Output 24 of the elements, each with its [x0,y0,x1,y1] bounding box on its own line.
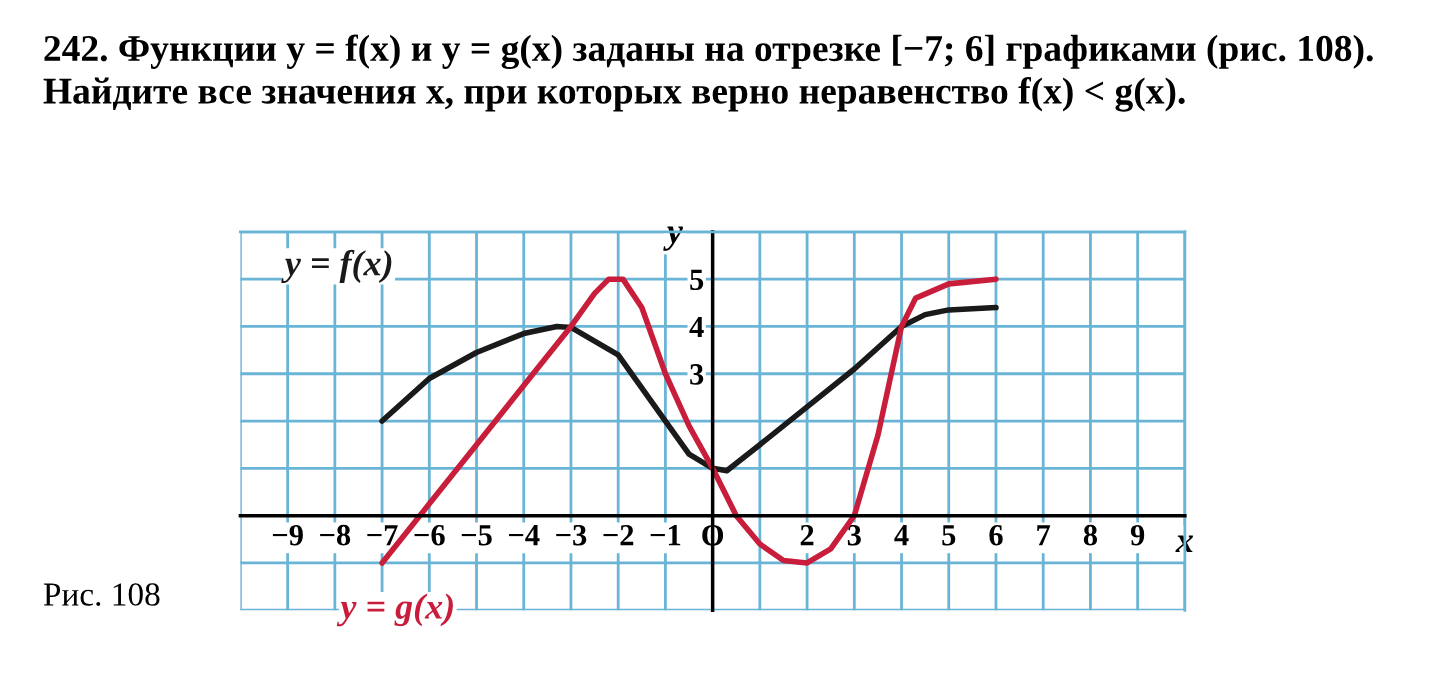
x-tick-label: −9 [272,524,303,546]
x-tick-label: 8 [1083,524,1098,546]
y-tick-label: 3 [690,364,704,385]
x-tick-label: −4 [509,525,540,546]
x-tick-label: −8 [320,524,351,546]
text: Рис. 108 [43,583,160,606]
chart-title: 242. Функции y = f(x) и y = g(x) заданы на отрезке [−7; 6] графиками (рис. 108). Найдите все значения x, при которых верно неравенство f(x) < g(x). [43,34,1373,112]
x-tick-label: 4 [894,525,909,546]
x-tick-label: −7 [367,525,398,546]
x-tick-label: −1 [650,525,681,546]
x-tick-label: −2 [603,524,634,546]
x-tick-label: 3 [847,524,861,546]
x-tick-label: −3 [556,524,587,546]
x-tick-label: 5 [942,525,956,546]
x-tick-label: 7 [1037,525,1051,546]
x-tick-label: 6 [989,524,1003,546]
y-tick-label: 4 [689,316,704,338]
text: y = f(x) [281,249,392,284]
x-tick-label: 9 [1130,524,1145,546]
x-tick-label: 2 [800,524,814,546]
x-tick-label: −5 [461,525,492,546]
y-tick-label: 5 [690,269,704,291]
series-label: y = g(x) [336,593,453,627]
x-tick-label: −6 [414,524,445,546]
